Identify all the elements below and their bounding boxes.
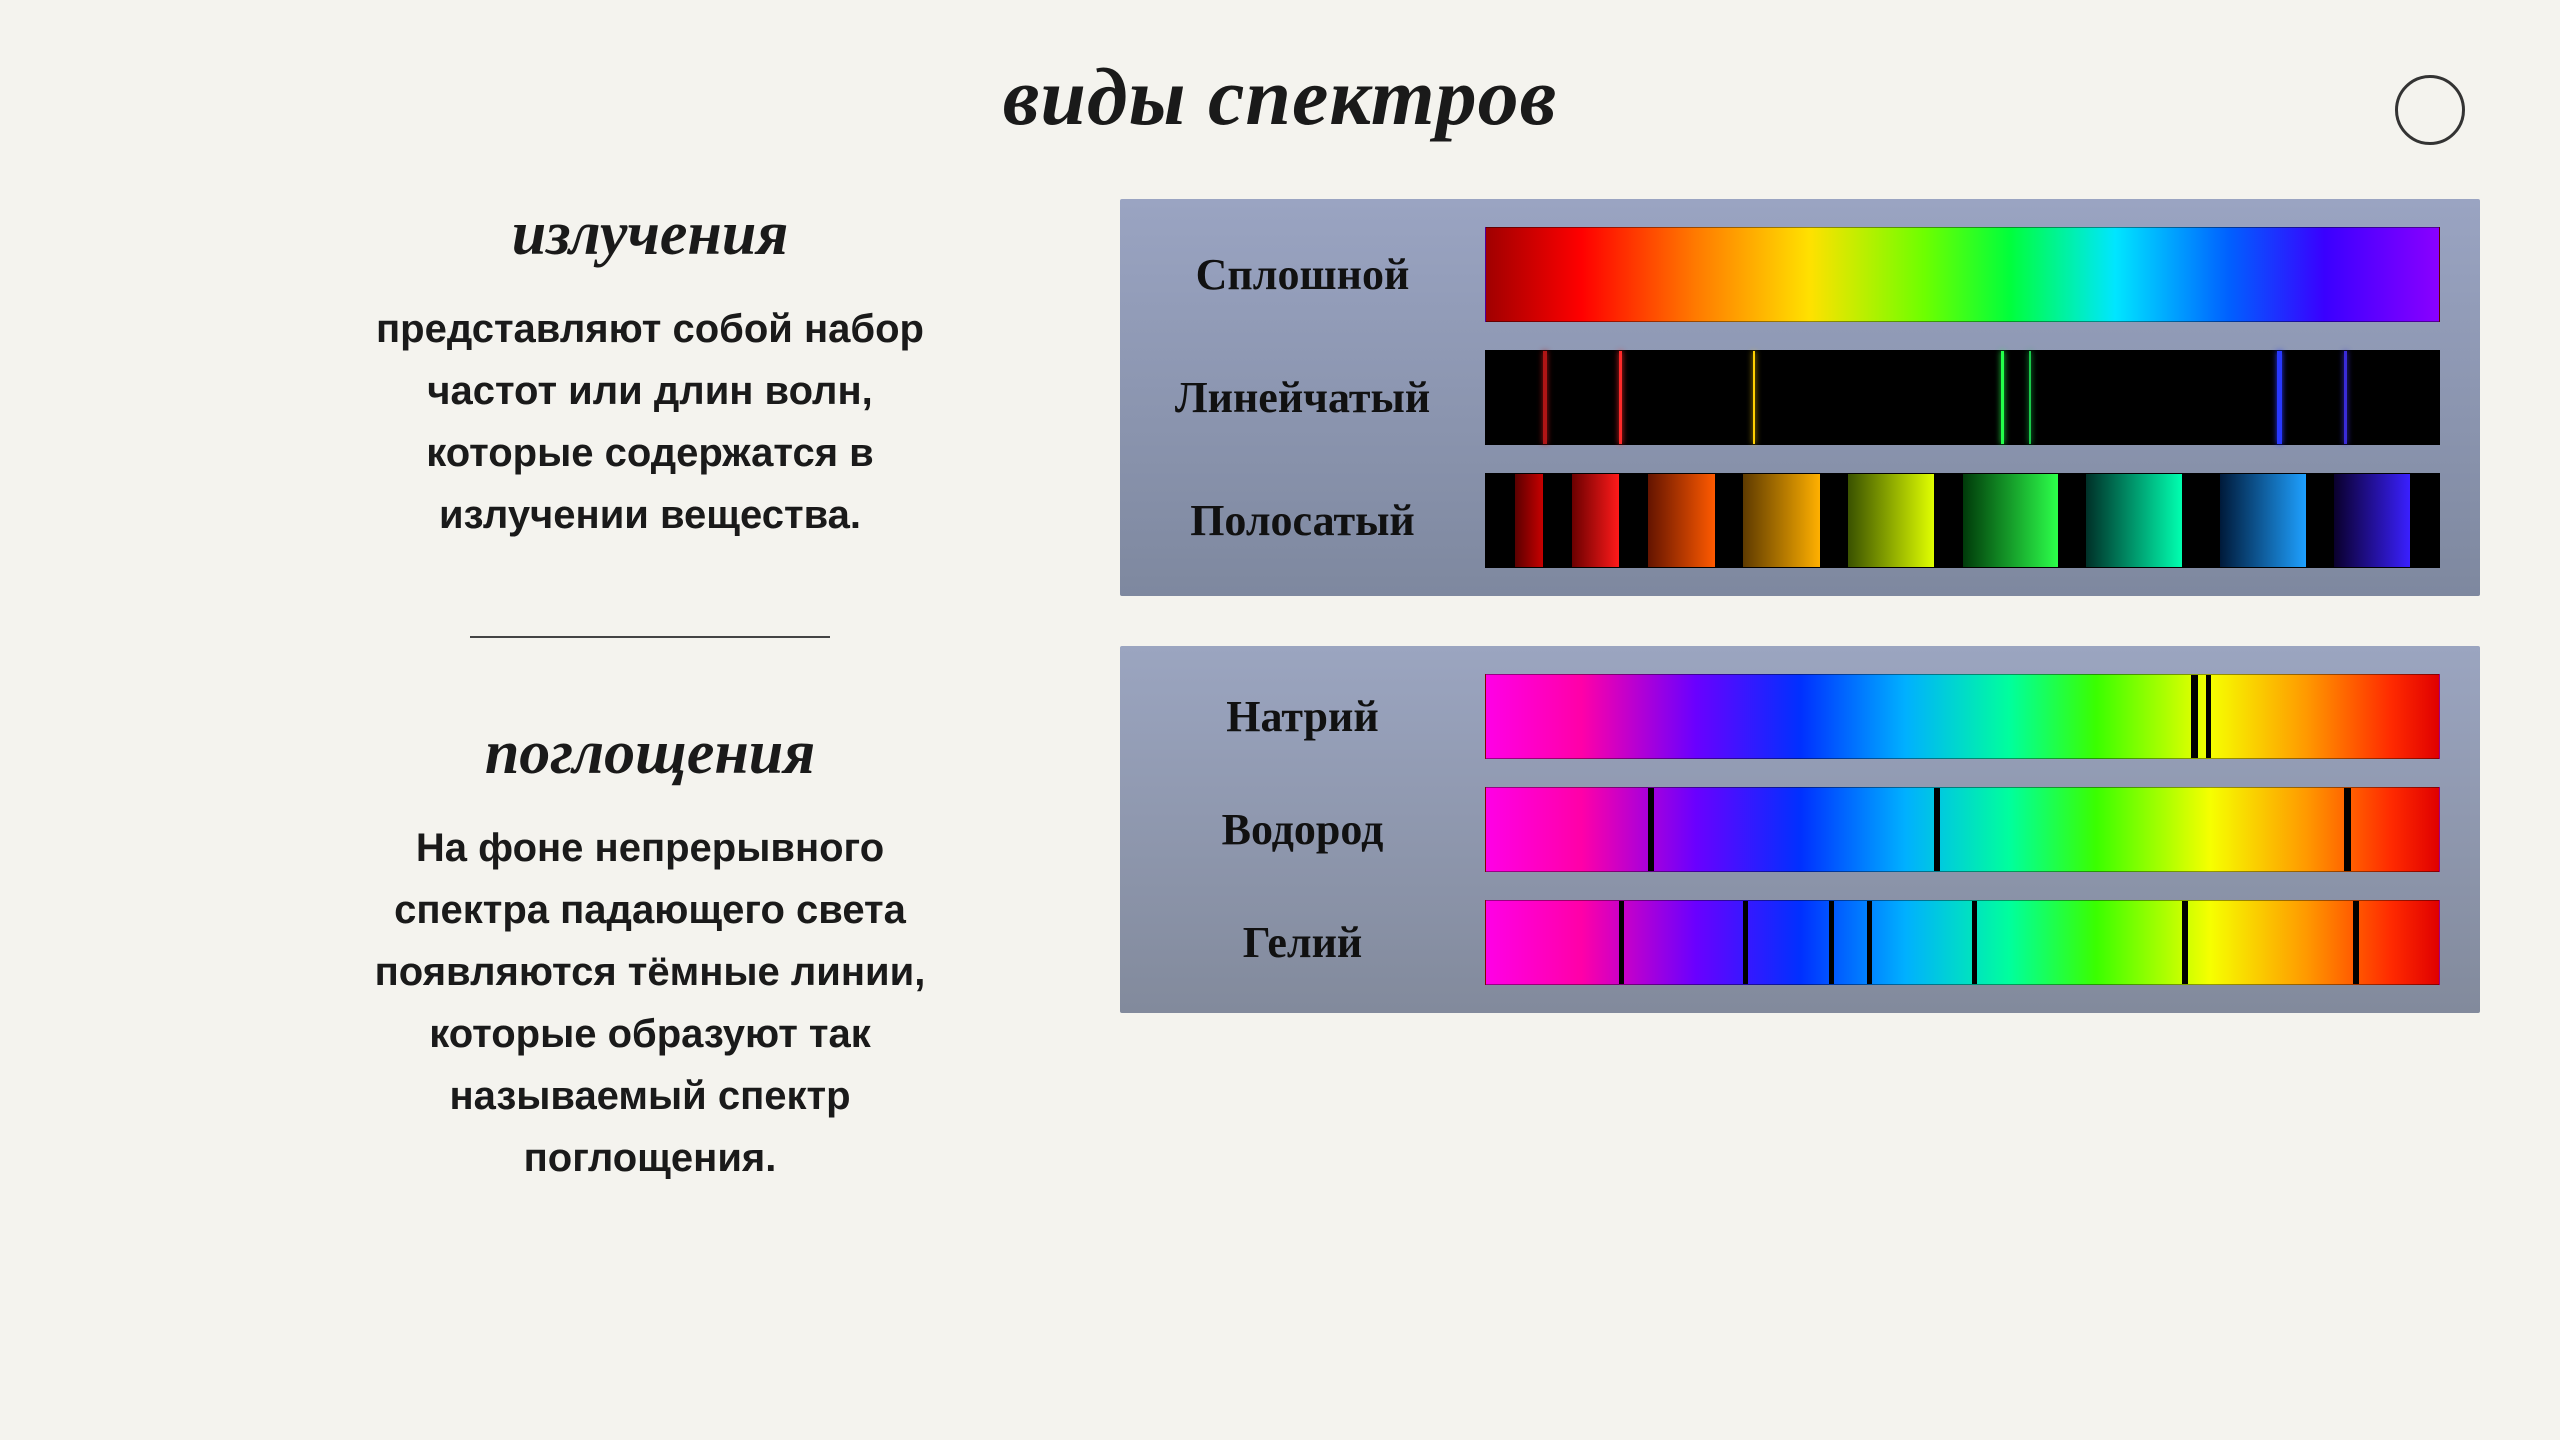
emission-line (2344, 351, 2347, 444)
content-row: излучения представляют собой набор часто… (80, 199, 2480, 1189)
spectrum-row: Полосатый (1150, 473, 2440, 568)
spectrum-label: Сплошной (1150, 249, 1455, 300)
spectrum-bar (1485, 227, 2440, 322)
spectrum-row: Натрий (1150, 674, 2440, 759)
spectrum-band (1848, 474, 1934, 567)
absorption-bar (1485, 787, 2440, 872)
spectrum-bar (1485, 350, 2440, 445)
spectra-panel-absorption: Натрий Водород Гелий (1120, 646, 2480, 1013)
page-title: виды спектров (80, 50, 2480, 144)
absorption-line (1829, 901, 1834, 984)
emission-line (1753, 351, 1755, 444)
absorption-heading: поглощения (340, 718, 960, 789)
emission-line (2001, 351, 2004, 444)
absorption-line (2353, 901, 2359, 984)
absorption-line (1619, 901, 1624, 984)
spectrum-band (2220, 474, 2306, 567)
left-column: излучения представляют собой набор часто… (80, 199, 1050, 1189)
spectrum-band (1743, 474, 1819, 567)
section-absorption: поглощения На фоне непрерывного спектра … (340, 718, 960, 1189)
spectrum-row: Сплошной (1150, 227, 2440, 322)
spectrum-band (1648, 474, 1715, 567)
absorption-line (1648, 788, 1654, 871)
slide: виды спектров излучения представляют соб… (0, 0, 2560, 1440)
spectrum-row: Линейчатый (1150, 350, 2440, 445)
circle-icon (2395, 75, 2465, 145)
absorption-bar (1485, 900, 2440, 985)
section-emission: излучения представляют собой набор часто… (340, 199, 960, 546)
spectrum-row: Гелий (1150, 900, 2440, 985)
spectrum-bar (1485, 473, 2440, 568)
emission-line (1543, 351, 1547, 444)
spectrum-band (1572, 474, 1620, 567)
spectrum-band (1963, 474, 2058, 567)
absorption-line (1743, 901, 1748, 984)
spectrum-band (2334, 474, 2410, 567)
spectrum-row: Водород (1150, 787, 2440, 872)
spectrum-label: Гелий (1150, 917, 1455, 968)
emission-body: представляют собой набор частот или длин… (340, 298, 960, 546)
absorption-line (1934, 788, 1940, 871)
absorption-body: На фоне непрерывного спектра падающего с… (340, 817, 960, 1189)
right-column: Сплошной Линейчатый Полосатый Натрий Водоро… (1120, 199, 2480, 1189)
spectra-panel-emission: Сплошной Линейчатый Полосатый (1120, 199, 2480, 596)
emission-line (2277, 351, 2282, 444)
absorption-bar (1485, 674, 2440, 759)
absorption-line (2344, 788, 2351, 871)
spectrum-band (2086, 474, 2181, 567)
absorption-line (2206, 675, 2211, 758)
absorption-line (1867, 901, 1872, 984)
spectrum-band (1515, 474, 1544, 567)
absorption-line (2182, 901, 2188, 984)
spectrum-label: Водород (1150, 804, 1455, 855)
spectrum-label: Натрий (1150, 691, 1455, 742)
section-divider (470, 636, 830, 638)
emission-line (2029, 351, 2031, 444)
emission-line (1619, 351, 1622, 444)
spectrum-label: Полосатый (1150, 495, 1455, 546)
absorption-line (1972, 901, 1977, 984)
absorption-line (2191, 675, 2198, 758)
emission-heading: излучения (340, 199, 960, 270)
spectrum-label: Линейчатый (1150, 372, 1455, 423)
